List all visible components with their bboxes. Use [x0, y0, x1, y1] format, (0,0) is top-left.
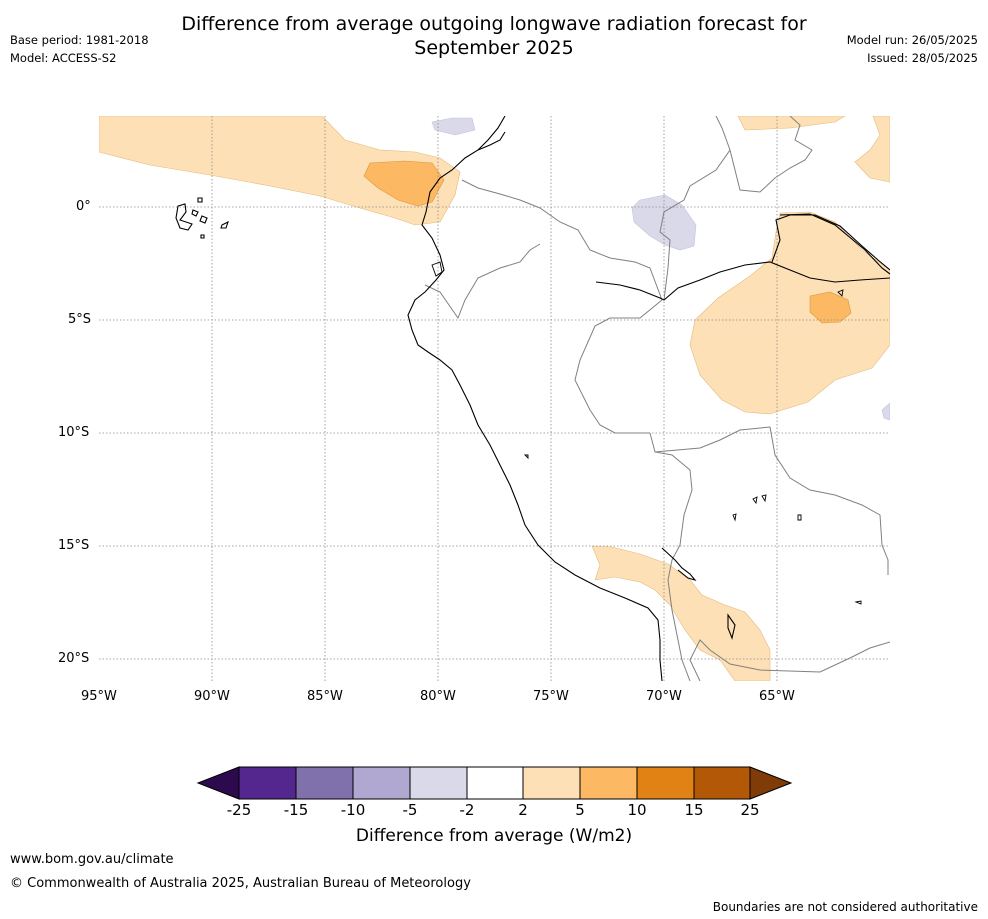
border-ecuador-colombia — [461, 179, 663, 301]
colorbar-title: Difference from average (W/m2) — [355, 826, 633, 846]
lat-label-15s: 15°S — [58, 538, 90, 553]
map-area — [99, 116, 890, 681]
border-chile-bolivia — [667, 579, 691, 681]
colorbar-swatch-6 — [522, 766, 581, 800]
colorbar-tick: -15 — [283, 801, 309, 819]
chart-title: Difference from average outgoing longwav… — [0, 12, 988, 60]
colorbar-extend-below — [196, 766, 240, 800]
lake-poopo — [727, 613, 736, 640]
colorbar-swatch-8 — [636, 766, 695, 800]
title-line-1: Difference from average outgoing longwav… — [181, 13, 807, 35]
colorbar-swatch-5 — [466, 766, 524, 800]
colorbar-tick: 25 — [740, 801, 760, 819]
anomaly-region-panama-sea — [431, 117, 476, 136]
anomaly-5-10-regions — [363, 160, 852, 324]
footer-url[interactable]: www.bom.gov.au/climate — [10, 852, 174, 867]
lat-label-10s: 10°S — [58, 425, 90, 440]
colorbar — [196, 766, 793, 800]
galapagos-islands — [175, 197, 229, 239]
border-venezuela-brazil — [729, 116, 813, 193]
anomaly-2-5-regions — [99, 116, 890, 681]
lat-label-5s: 5°S — [68, 312, 92, 327]
lon-label-85w: 85°W — [307, 689, 343, 704]
anomaly-region-far-northeast — [854, 116, 890, 183]
lon-label-90w: 90°W — [194, 689, 230, 704]
coastlines — [407, 116, 890, 681]
graticule — [99, 116, 890, 681]
anomaly-region-pacific-north — [99, 116, 461, 226]
issued-date: Issued: 28/05/2025 — [867, 51, 978, 65]
colorbar-extend-above — [749, 766, 793, 800]
coastline-caribbean — [477, 131, 506, 151]
border-bolivia-argentina — [689, 639, 890, 681]
lon-label-70w: 70°W — [646, 689, 682, 704]
anomaly-region-amazon-east — [689, 211, 890, 415]
anomaly-region-ecuador-coast — [363, 160, 445, 207]
lon-label-75w: 75°W — [533, 689, 569, 704]
colorbar-tick: 10 — [627, 801, 647, 819]
lon-label-65w: 65°W — [759, 689, 795, 704]
lon-label-95w: 95°W — [81, 689, 117, 704]
colorbar-tick: -5 — [402, 801, 418, 819]
colorbar-swatch-3 — [352, 766, 411, 800]
colorbar-tick: -2 — [459, 801, 475, 819]
anomaly-region-amazon-core — [809, 291, 852, 324]
anomaly-region-altiplano — [591, 545, 771, 681]
anomaly-region-east-edge — [881, 402, 890, 421]
title-line-2: September 2025 — [414, 37, 574, 59]
river-amazon — [595, 261, 890, 301]
lake-titicaca — [661, 547, 697, 582]
base-period: Base period: 1981-2018 — [10, 33, 149, 47]
small-lakes — [431, 261, 862, 605]
border-colombia-venezuela — [659, 116, 731, 301]
model-run: Model run: 26/05/2025 — [846, 33, 978, 47]
country-borders — [424, 116, 890, 681]
colorbar-swatch-1 — [238, 766, 297, 800]
colorbar-tick: -25 — [226, 801, 252, 819]
model-name: Model: ACCESS-S2 — [10, 51, 117, 65]
colorbar-swatch-9 — [693, 766, 751, 800]
colorbar-swatch-2 — [295, 766, 354, 800]
colorbar-tick: 2 — [518, 801, 528, 819]
lon-label-80w: 80°W — [420, 689, 456, 704]
colorbar-tick: 5 — [575, 801, 585, 819]
river-amazon-north-2 — [779, 213, 890, 275]
border-ecuador-peru — [424, 243, 541, 320]
border-peru-bolivia — [649, 432, 693, 581]
lat-label-20s: 20°S — [58, 651, 90, 666]
coastline-pacific — [407, 116, 663, 681]
colorbar-tick: -10 — [340, 801, 366, 819]
colorbar-tick: 15 — [684, 801, 704, 819]
border-peru-brazil — [574, 299, 663, 434]
footer-copyright: © Commonwealth of Australia 2025, Austra… — [10, 876, 471, 891]
footer-disclaimer: Boundaries are not considered authoritat… — [712, 900, 978, 914]
border-bolivia-brazil — [654, 426, 889, 575]
river-amazon-north — [771, 214, 890, 271]
anomaly-region-northeast — [737, 116, 846, 131]
colorbar-swatch-7 — [579, 766, 638, 800]
colorbar-swatch-4 — [409, 766, 468, 800]
lat-label-0: 0° — [76, 199, 91, 214]
